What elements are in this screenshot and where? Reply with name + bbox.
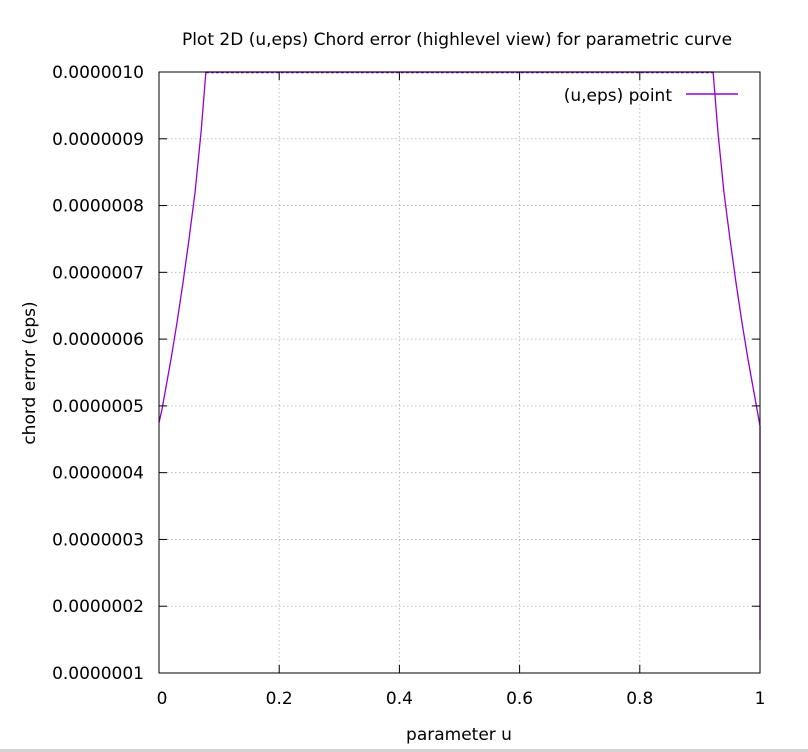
bottom-divider	[0, 749, 808, 752]
x-tick-label: 0.8	[626, 689, 653, 709]
x-tick-label: 1	[755, 689, 766, 709]
legend-label: (u,eps) point	[564, 86, 673, 106]
y-tick-label: 0.0000009	[52, 130, 144, 150]
series-line	[158, 71, 761, 640]
x-tick-label: 0.6	[506, 689, 533, 709]
series-layer	[158, 71, 761, 640]
ticks: 0 0.2 0.4 0.6 0.8 1 0.0000001 0.0000002 0.000000…	[52, 63, 765, 709]
y-axis-label: chord error (eps)	[20, 301, 40, 444]
grid	[159, 72, 760, 673]
y-tick-label: 0.0000005	[52, 397, 144, 417]
plot-frame	[158, 71, 761, 674]
x-tick-label: 0.2	[266, 689, 293, 709]
y-tick-label: 0.0000006	[52, 330, 144, 350]
x-axis-label: parameter u	[406, 725, 512, 745]
y-tick-label: 0.0000008	[52, 197, 144, 217]
y-tick-label: 0.0000004	[52, 464, 144, 484]
y-tick-label: 0.0000001	[52, 664, 144, 684]
y-tick-label: 0.0000007	[52, 263, 144, 283]
y-tick-label: 0.0000003	[52, 530, 144, 550]
y-tick-label: 0.0000002	[52, 597, 144, 617]
chart-title: Plot 2D (u,eps) Chord error (highlevel v…	[182, 30, 732, 50]
y-tick-label: 0.0000010	[52, 63, 144, 83]
legend: (u,eps) point	[564, 86, 738, 106]
x-tick-label: 0	[157, 689, 168, 709]
x-tick-label: 0.4	[386, 689, 413, 709]
